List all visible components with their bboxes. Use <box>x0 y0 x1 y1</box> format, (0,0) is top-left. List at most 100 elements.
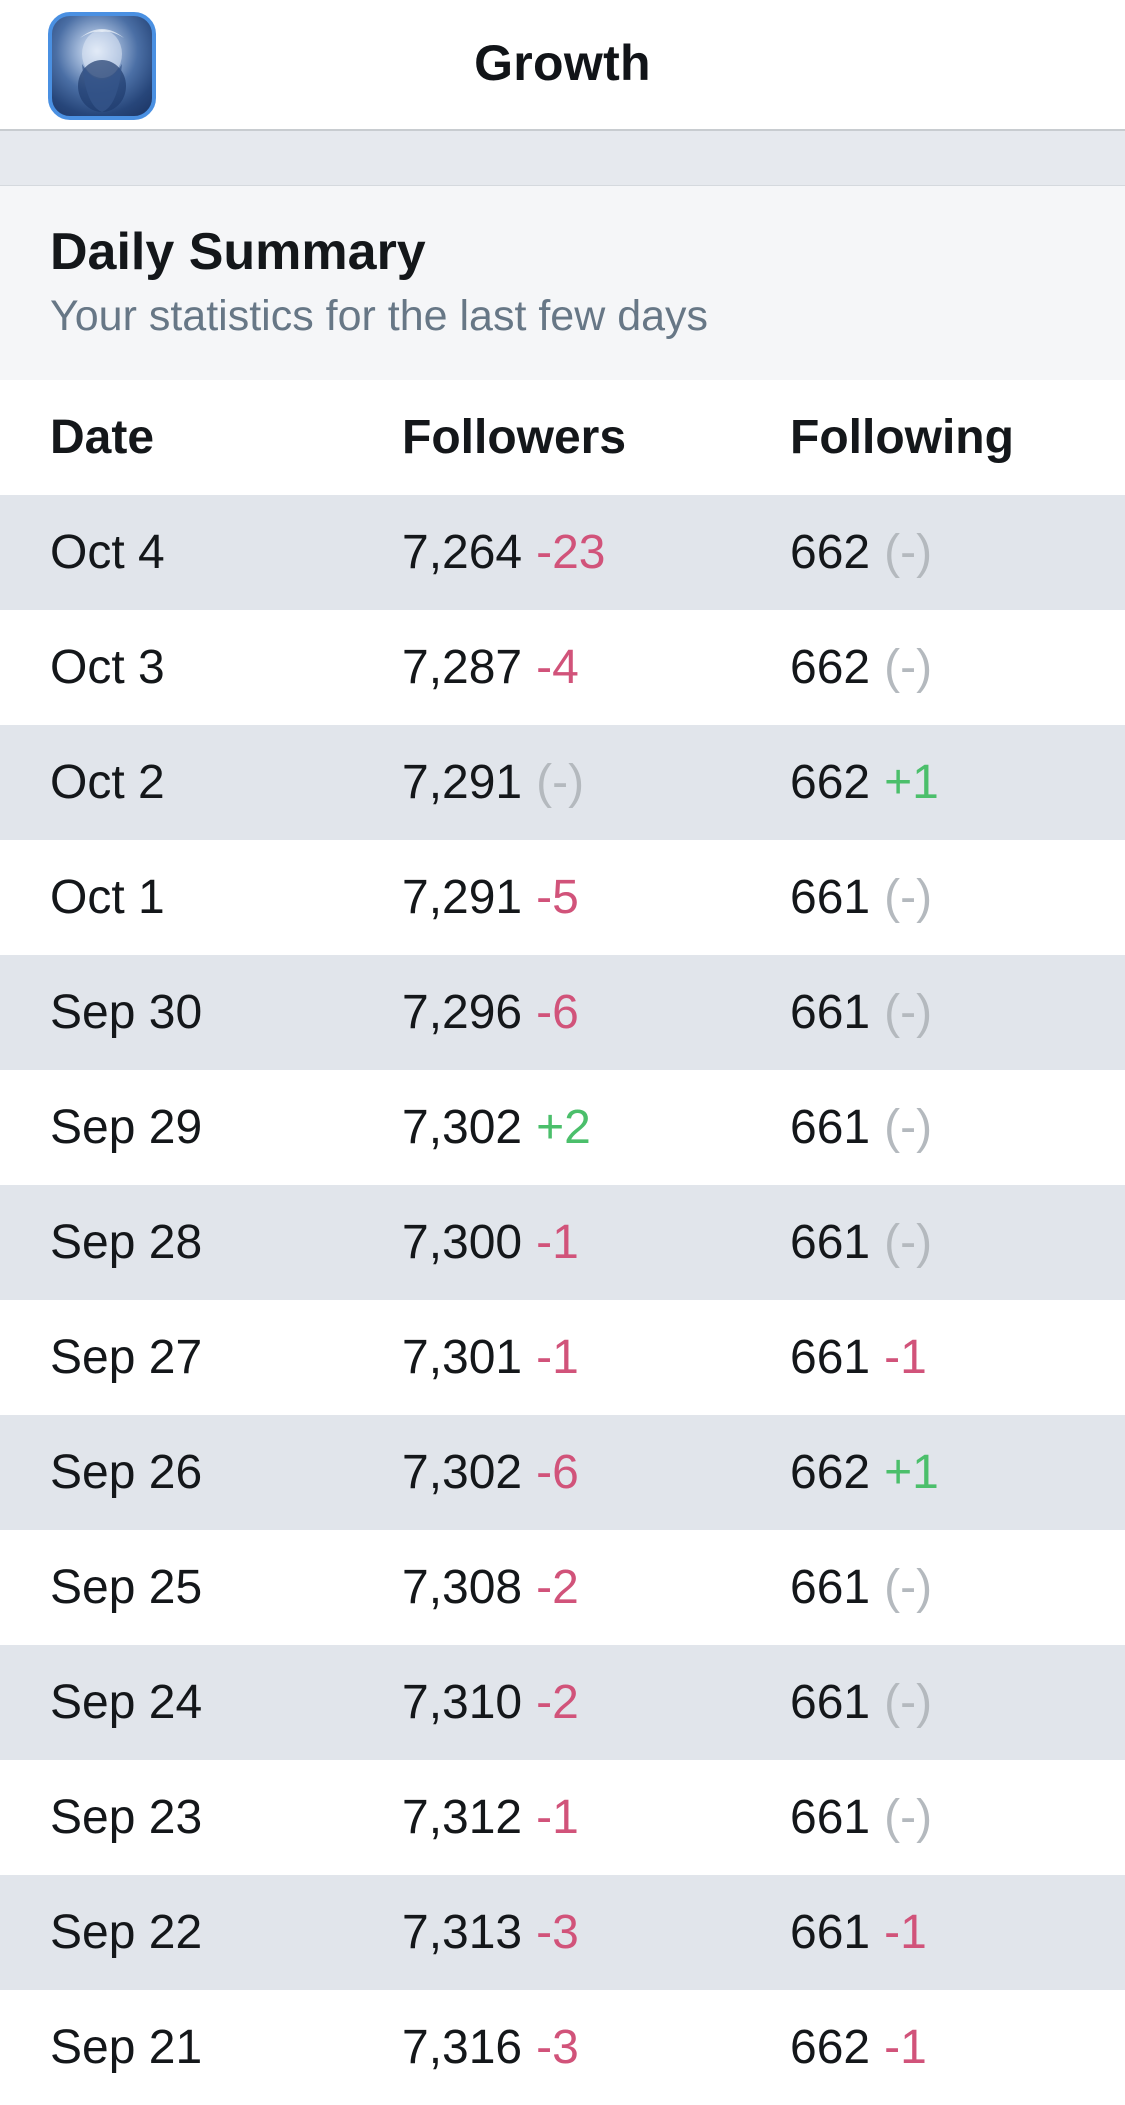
date-cell: Oct 1 <box>50 871 165 924</box>
following-delta: -1 <box>884 1331 927 1384</box>
following-delta: (-) <box>884 1676 933 1729</box>
following-cell: 662 (-) <box>790 610 932 725</box>
followers-cell: 7,310 -2 <box>402 1645 579 1760</box>
followers-delta: -1 <box>536 1791 579 1844</box>
followers-count: 7,296 <box>402 986 523 1039</box>
followers-count: 7,301 <box>402 1331 523 1384</box>
followers-delta: -1 <box>536 1331 579 1384</box>
table-row: Sep 23 7,312 -1 661 (-) <box>0 1760 1125 1875</box>
followers-cell: 7,301 -1 <box>402 1300 579 1415</box>
followers-count: 7,291 <box>402 756 523 809</box>
date-cell: Sep 22 <box>50 1906 203 1959</box>
summary-header: Daily Summary Your statistics for the la… <box>0 186 1125 380</box>
followers-delta: -1 <box>536 1216 579 1269</box>
followers-delta: -2 <box>536 1561 579 1614</box>
table-row: Sep 21 7,316 -3 662 -1 <box>0 1990 1125 2105</box>
following-count: 662 <box>790 756 871 809</box>
following-cell: 661 -1 <box>790 1300 927 1415</box>
followers-delta: +2 <box>536 1101 591 1154</box>
following-count: 661 <box>790 1561 871 1614</box>
following-count: 662 <box>790 526 871 579</box>
followers-cell: 7,287 -4 <box>402 610 579 725</box>
following-count: 662 <box>790 1446 871 1499</box>
date-cell: Sep 29 <box>50 1101 203 1154</box>
followers-delta: -3 <box>536 2021 579 2074</box>
avatar-portrait-icon <box>78 29 126 112</box>
followers-cell: 7,291 (-) <box>402 725 584 840</box>
date-cell: Sep 26 <box>50 1446 203 1499</box>
stats-table: Date Followers Following Oct 4 7,264 -23 66… <box>0 380 1125 2105</box>
followers-count: 7,300 <box>402 1216 523 1269</box>
following-cell: 661 (-) <box>790 1645 932 1760</box>
followers-cell: 7,302 +2 <box>402 1070 591 1185</box>
followers-count: 7,264 <box>402 526 523 579</box>
following-delta: (-) <box>884 1561 933 1614</box>
followers-count: 7,308 <box>402 1561 523 1614</box>
section-spacer <box>0 131 1125 186</box>
followers-cell: 7,313 -3 <box>402 1875 579 1990</box>
followers-delta: -2 <box>536 1676 579 1729</box>
followers-delta: -3 <box>536 1906 579 1959</box>
following-delta: (-) <box>884 871 933 924</box>
date-cell: Oct 2 <box>50 756 165 809</box>
following-delta: (-) <box>884 1791 933 1844</box>
following-cell: 661 -1 <box>790 1875 927 1990</box>
following-count: 661 <box>790 1216 871 1269</box>
date-cell: Sep 30 <box>50 986 203 1039</box>
table-row: Oct 4 7,264 -23 662 (-) <box>0 495 1125 610</box>
following-delta: (-) <box>884 1216 933 1269</box>
following-count: 661 <box>790 871 871 924</box>
table-row: Sep 24 7,310 -2 661 (-) <box>0 1645 1125 1760</box>
following-cell: 661 (-) <box>790 1070 932 1185</box>
date-cell: Oct 3 <box>50 641 165 694</box>
table-body: Oct 4 7,264 -23 662 (-) Oct 3 7,287 -4 662 (-) Oct… <box>0 495 1125 2105</box>
followers-count: 7,310 <box>402 1676 523 1729</box>
date-cell: Sep 23 <box>50 1791 203 1844</box>
following-count: 661 <box>790 1676 871 1729</box>
date-cell: Oct 4 <box>50 526 165 579</box>
table-row: Sep 27 7,301 -1 661 -1 <box>0 1300 1125 1415</box>
followers-delta: -5 <box>536 871 579 924</box>
following-delta: -1 <box>884 2021 927 2074</box>
following-cell: 662 +1 <box>790 725 939 840</box>
following-delta: (-) <box>884 641 933 694</box>
following-cell: 661 (-) <box>790 1760 932 1875</box>
followers-count: 7,313 <box>402 1906 523 1959</box>
followers-delta: -6 <box>536 1446 579 1499</box>
profile-avatar-icon[interactable] <box>48 12 156 120</box>
following-delta: (-) <box>884 526 933 579</box>
following-cell: 662 (-) <box>790 495 932 610</box>
date-cell: Sep 21 <box>50 2021 203 2074</box>
followers-cell: 7,308 -2 <box>402 1530 579 1645</box>
table-header-row: Date Followers Following <box>0 380 1125 495</box>
following-count: 662 <box>790 2021 871 2074</box>
followers-count: 7,302 <box>402 1446 523 1499</box>
date-cell: Sep 24 <box>50 1676 203 1729</box>
followers-delta: -23 <box>536 526 606 579</box>
following-count: 661 <box>790 986 871 1039</box>
navbar: Growth <box>0 0 1125 131</box>
following-delta: (-) <box>884 986 933 1039</box>
header-date: Date <box>50 411 155 464</box>
following-count: 662 <box>790 641 871 694</box>
followers-cell: 7,264 -23 <box>402 495 606 610</box>
followers-cell: 7,302 -6 <box>402 1415 579 1530</box>
following-cell: 662 +1 <box>790 1415 939 1530</box>
table-row: Sep 22 7,313 -3 661 -1 <box>0 1875 1125 1990</box>
table-row: Sep 29 7,302 +2 661 (-) <box>0 1070 1125 1185</box>
following-cell: 661 (-) <box>790 840 932 955</box>
summary-subtitle: Your statistics for the last few days <box>50 292 709 340</box>
following-count: 661 <box>790 1906 871 1959</box>
followers-cell: 7,312 -1 <box>402 1760 579 1875</box>
followers-cell: 7,300 -1 <box>402 1185 579 1300</box>
table-row: Sep 26 7,302 -6 662 +1 <box>0 1415 1125 1530</box>
following-count: 661 <box>790 1101 871 1154</box>
following-count: 661 <box>790 1791 871 1844</box>
date-cell: Sep 25 <box>50 1561 203 1614</box>
followers-count: 7,287 <box>402 641 523 694</box>
following-count: 661 <box>790 1331 871 1384</box>
followers-count: 7,302 <box>402 1101 523 1154</box>
table-row: Sep 30 7,296 -6 661 (-) <box>0 955 1125 1070</box>
table-row: Sep 25 7,308 -2 661 (-) <box>0 1530 1125 1645</box>
following-cell: 661 (-) <box>790 1530 932 1645</box>
